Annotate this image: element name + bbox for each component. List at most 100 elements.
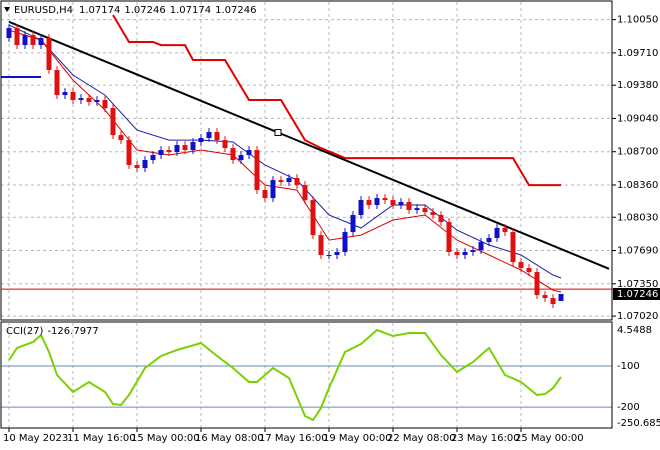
- candle-body: [454, 251, 460, 256]
- candle-body: [222, 140, 228, 149]
- candle-body: [358, 200, 364, 216]
- ohlc-low: 1.07174: [170, 5, 211, 16]
- candle-body: [558, 293, 564, 302]
- cci-title: CCI(27): [6, 326, 44, 337]
- price-label: 1.07246: [617, 289, 658, 300]
- y-tick-label: 1.07350: [617, 279, 658, 290]
- candle-body: [278, 180, 284, 183]
- candle-body: [214, 132, 220, 141]
- candle-body: [134, 165, 140, 169]
- candle-body: [478, 242, 484, 251]
- candle-body: [62, 92, 68, 96]
- candle-body: [526, 268, 532, 273]
- candle-body: [302, 185, 308, 201]
- candle-body: [38, 38, 44, 46]
- y-tick-label: 1.09040: [617, 113, 658, 124]
- cci-value: -126.7977: [47, 326, 98, 337]
- candle-body: [486, 238, 492, 243]
- candle-body: [310, 200, 316, 236]
- candle-body: [294, 178, 300, 186]
- candle-body: [510, 232, 516, 263]
- symbol: EURUSD,H4: [14, 5, 73, 16]
- collapse-icon[interactable]: [4, 7, 10, 12]
- cci-panel-frame: [0, 321, 613, 429]
- ohlc-close: 1.07246: [215, 5, 256, 16]
- candle-body: [334, 251, 340, 256]
- candle-body: [270, 180, 276, 199]
- y-tick-label: 1.09380: [617, 80, 658, 91]
- y-tick-label: 1.09710: [617, 48, 658, 59]
- candle-body: [238, 155, 244, 161]
- ohlc-high: 1.07246: [124, 5, 165, 16]
- cci-header: CCI(27) -126.7977: [6, 326, 99, 337]
- y-tick-label: 1.08360: [617, 180, 658, 191]
- y-tick-label: 1.08030: [617, 212, 658, 223]
- chart-header: EURUSD,H4 1.07174 1.07246 1.07174 1.07246: [14, 5, 256, 16]
- candle-body: [78, 98, 84, 101]
- ohlc-open: 1.07174: [79, 5, 120, 16]
- price-label-box: [613, 287, 660, 300]
- candle-body: [198, 138, 204, 143]
- candle-body: [118, 135, 124, 141]
- x-tick-label: 17 May 16:00: [259, 433, 328, 444]
- candle-body: [430, 212, 436, 216]
- grid: [1, 2, 612, 428]
- candle-body: [14, 28, 20, 46]
- candle-body: [30, 35, 36, 46]
- candle-body: [350, 215, 356, 233]
- candle-body: [318, 235, 324, 256]
- candle-body: [254, 150, 260, 191]
- candle-body: [374, 198, 380, 206]
- candle-body: [70, 92, 76, 101]
- candle-body: [494, 228, 500, 239]
- candle-body: [326, 255, 332, 257]
- candle-body: [22, 35, 28, 46]
- candle-body: [414, 208, 420, 211]
- candle-body: [406, 201, 412, 211]
- candle-body: [110, 108, 116, 136]
- y-tick-label: 1.07020: [617, 311, 658, 322]
- candle-body: [422, 208, 428, 213]
- candle-body: [182, 145, 188, 151]
- candle-body: [390, 200, 396, 206]
- candle-body: [142, 160, 148, 169]
- candle-body: [54, 70, 60, 96]
- candle-body: [86, 98, 92, 102]
- candle-body: [246, 150, 252, 156]
- y-tick-label: 1.07690: [617, 246, 658, 257]
- candle-body: [462, 251, 468, 256]
- candle-body: [166, 150, 172, 152]
- x-tick-label: 23 May 16:00: [451, 433, 520, 444]
- candle-body: [190, 142, 196, 151]
- candle-body: [342, 232, 348, 252]
- x-tick-label: 10 May 2023: [3, 433, 68, 444]
- candle-body: [6, 28, 12, 39]
- candle-body: [158, 150, 164, 156]
- candle-body: [286, 178, 292, 183]
- candle-body: [94, 100, 100, 102]
- y-tick-label: -100: [617, 361, 640, 372]
- x-tick-label: 16 May 08:00: [195, 433, 264, 444]
- x-tick-label: 15 May 00:00: [131, 433, 200, 444]
- candle-body: [542, 295, 548, 299]
- candle-body: [126, 140, 132, 166]
- candle-body: [518, 262, 524, 269]
- y-tick-label: -200: [617, 402, 640, 413]
- candle-body: [366, 200, 372, 206]
- candle-body: [102, 100, 108, 109]
- x-tick-label: 25 May 00:00: [515, 433, 584, 444]
- price-panel-frame: [0, 0, 613, 321]
- trendline-anchor: [274, 129, 282, 137]
- candle-body: [534, 272, 540, 296]
- candle-body: [46, 38, 52, 71]
- candle-body: [174, 145, 180, 152]
- candle-body: [550, 298, 556, 305]
- candle-body: [150, 155, 156, 161]
- cci-line: [8, 328, 562, 422]
- candle-body: [398, 201, 404, 206]
- candle-body: [446, 222, 452, 252]
- candle-body: [262, 190, 268, 199]
- x-tick-label: 19 May 00:00: [323, 433, 392, 444]
